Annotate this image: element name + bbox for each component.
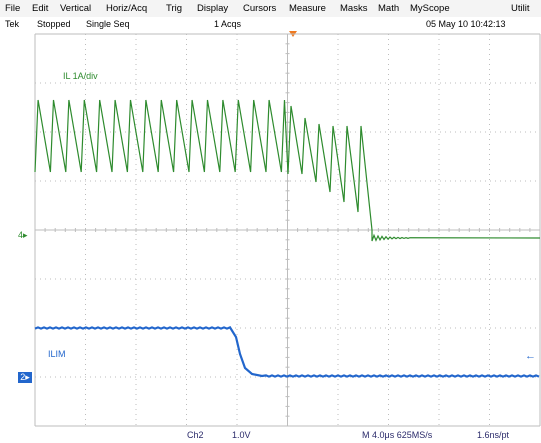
menu-trig[interactable]: Trig	[166, 3, 183, 14]
menu-display[interactable]: Display	[197, 3, 229, 14]
brand-label: Tek	[5, 19, 20, 29]
ch2-arrow-icon: ▸	[25, 372, 30, 382]
menu-vertical[interactable]: Vertical	[60, 3, 92, 14]
offscreen-arrow-icon: ←	[525, 350, 536, 362]
ch2-waveform	[34, 326, 540, 378]
waveform-display[interactable]	[0, 32, 541, 428]
resolution-readout: 1.6ns/pt	[477, 430, 510, 440]
menu-file[interactable]: File	[5, 3, 21, 14]
channel-readout[interactable]: Ch2	[187, 430, 204, 440]
ch4-ground-marker[interactable]: 4▸	[18, 230, 28, 241]
menu-bar: File Edit Vertical Horiz/Acq Trig Displa…	[0, 0, 541, 17]
ch4-waveform	[34, 99, 541, 242]
date-time: 05 May 10 10:42:13	[426, 19, 506, 29]
bottom-readout-bar: Ch2 1.0V M 4.0μs 625MS/s 1.6ns/pt	[0, 428, 541, 443]
menu-masks[interactable]: Masks	[340, 3, 368, 14]
ch2-ground-marker[interactable]: 2▸	[18, 372, 32, 383]
ch2-trace-label: ILIM	[48, 349, 66, 359]
ch4-arrow-icon: ▸	[23, 230, 28, 240]
status-bar: Tek Stopped Single Seq 1 Acqs 05 May 10 …	[0, 17, 541, 32]
timebase-readout[interactable]: M 4.0μs 625MS/s	[362, 430, 433, 440]
acq-mode: Single Seq	[86, 19, 130, 29]
ch2-marker-label: 2	[20, 372, 26, 382]
acq-state: Stopped	[37, 19, 71, 29]
menu-myscope[interactable]: MyScope	[410, 3, 450, 14]
graticule	[34, 33, 541, 427]
menu-cursors[interactable]: Cursors	[243, 3, 277, 14]
menu-measure[interactable]: Measure	[289, 3, 326, 14]
menu-horiz-acq[interactable]: Horiz/Acq	[106, 3, 148, 14]
acq-count: 1 Acqs	[214, 19, 242, 29]
ch4-trace-label: IL 1A/div	[63, 71, 98, 81]
scale-readout[interactable]: 1.0V	[232, 430, 251, 440]
menu-edit[interactable]: Edit	[32, 3, 49, 14]
ch4-marker-label: 4	[18, 230, 24, 240]
menu-math[interactable]: Math	[378, 3, 400, 14]
menu-utilities[interactable]: Utilit	[511, 3, 530, 14]
